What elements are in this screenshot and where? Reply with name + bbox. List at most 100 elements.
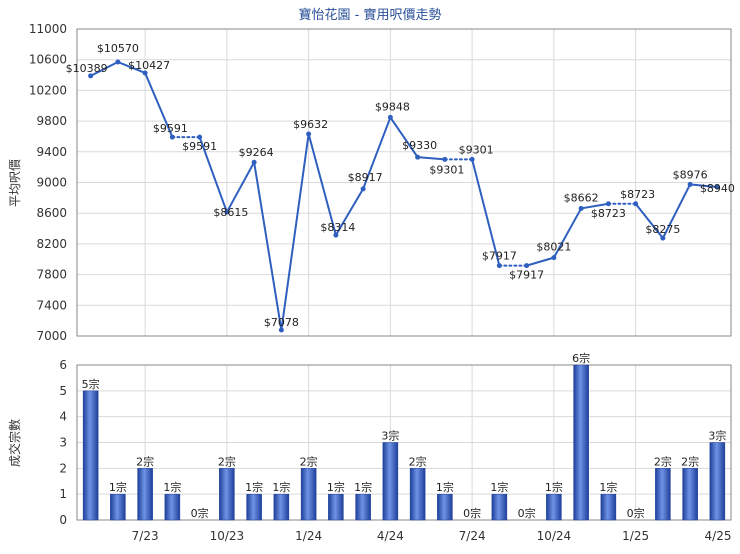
volume-bar (219, 468, 235, 521)
volume-data-label: 0宗 (518, 506, 536, 520)
price-point (251, 159, 257, 165)
price-line-segment (307, 132, 337, 237)
price-data-label: $9330 (402, 139, 437, 152)
price-line-segment (280, 132, 310, 332)
volume-data-label: 1宗 (245, 480, 263, 494)
price-point (333, 232, 339, 238)
price-point (278, 327, 284, 333)
price-tick-label: 8600 (36, 206, 67, 220)
price-line-segment (225, 161, 256, 214)
volume-tick-label: 3 (59, 436, 67, 450)
volume-data-label: 1宗 (599, 480, 617, 494)
price-data-label: $8314 (320, 221, 355, 234)
volume-tick-label: 2 (59, 461, 67, 475)
volume-data-label: 6宗 (572, 351, 590, 365)
price-data-label: $9264 (239, 146, 274, 159)
volume-x-tick-label: 10/24 (537, 529, 572, 543)
price-line-segment (471, 158, 501, 267)
price-point (714, 184, 720, 190)
price-data-label: $8940 (700, 182, 735, 195)
price-data-label: $8723 (591, 207, 626, 220)
volume-bar (137, 468, 153, 521)
volume-x-tick-label: 4/25 (705, 529, 732, 543)
volume-x-tick-label: 1/25 (622, 529, 649, 543)
volume-bar (355, 493, 371, 521)
price-point (578, 205, 584, 211)
volume-bar (273, 493, 290, 521)
price-data-label: $9591 (182, 140, 217, 153)
price-line-segment (253, 161, 283, 332)
price-tick-label: 10600 (29, 53, 67, 67)
volume-bar (110, 493, 126, 521)
price-line-segment (334, 187, 365, 237)
price-point (169, 134, 175, 140)
price-tick-label: 10200 (29, 83, 67, 97)
price-point (306, 131, 312, 137)
volume-bar (655, 468, 671, 521)
price-line-segment (689, 183, 719, 189)
volume-bar (82, 390, 99, 521)
price-line-segment (580, 202, 610, 210)
volume-panel: 0 1 2 3 4 5 6 5宗 1宗 2宗 1宗 0宗 2宗 1宗 1宗 2宗 1宗 1宗 3宗 2宗 1宗 0宗 1宗 0… (59, 351, 732, 543)
price-data-label: $9301 (459, 143, 494, 156)
volume-tick-label: 0 (59, 513, 67, 527)
volume-data-label: 2宗 (300, 454, 318, 468)
volume-data-label: 2宗 (218, 454, 236, 468)
price-line-segment (525, 256, 555, 267)
volume-bar (600, 493, 617, 521)
price-data-label: $8615 (213, 206, 248, 219)
volume-x-tick-label: 1/24 (295, 529, 322, 543)
volume-bar (573, 364, 589, 521)
volume-x-tick-label: 7/23 (132, 529, 159, 543)
volume-bar (546, 493, 562, 521)
price-point (360, 186, 366, 192)
price-tick-label: 8200 (36, 237, 67, 251)
price-tick-label: 7800 (36, 268, 67, 282)
price-point (115, 59, 121, 65)
price-point (469, 156, 475, 162)
volume-data-label: 2宗 (681, 454, 699, 468)
price-plot-frame (76, 28, 732, 337)
volume-bar (709, 442, 726, 521)
price-tick-label: 7000 (36, 329, 67, 343)
price-line-segment (362, 116, 392, 190)
price-data-label: $9632 (293, 118, 328, 131)
volume-data-label: 1宗 (272, 480, 290, 494)
price-tick-label: 9400 (36, 145, 67, 159)
price-data-label: $8723 (620, 188, 655, 201)
price-tick-label: 11000 (29, 22, 67, 36)
volume-plot-frame (76, 364, 732, 521)
price-line-segment (144, 71, 174, 139)
price-point (551, 255, 557, 261)
price-data-label: $8021 (536, 241, 571, 254)
price-point (660, 235, 666, 241)
volume-bar (382, 442, 399, 521)
chart-title: 寶怡花園 - 實用呎價走勢 (299, 7, 442, 23)
volume-data-label: 0宗 (463, 506, 481, 520)
price-point (496, 263, 502, 269)
volume-data-label: 3宗 (708, 429, 726, 443)
volume-x-tick-label: 4/24 (377, 529, 404, 543)
price-data-label: $8662 (564, 191, 599, 204)
price-point (88, 73, 94, 79)
volume-x-tick-label: 10/23 (210, 529, 245, 543)
price-data-label: $10427 (128, 59, 170, 72)
price-data-label: $10570 (97, 42, 139, 55)
volume-ylabel: 成交宗數 (7, 419, 22, 467)
price-line-segment (416, 156, 446, 161)
price-data-label: $9848 (375, 100, 410, 113)
volume-bar (409, 468, 426, 521)
volume-data-label: 3宗 (381, 429, 399, 443)
price-data-label: $9591 (153, 122, 188, 135)
price-line-segment (89, 61, 119, 77)
price-point (197, 134, 203, 140)
volume-x-tick-label: 7/24 (459, 529, 486, 543)
volume-data-label: 2宗 (409, 454, 427, 468)
price-panel: 7000 7400 7800 8200 8600 9000 9400 9800 10200 106… (29, 22, 735, 343)
price-line-segment (389, 116, 419, 159)
price-data-label: $9301 (429, 163, 464, 176)
price-line-segment (552, 207, 583, 259)
volume-tick-label: 1 (59, 487, 67, 501)
volume-bar (437, 493, 453, 521)
price-data-label: $10389 (66, 62, 108, 75)
